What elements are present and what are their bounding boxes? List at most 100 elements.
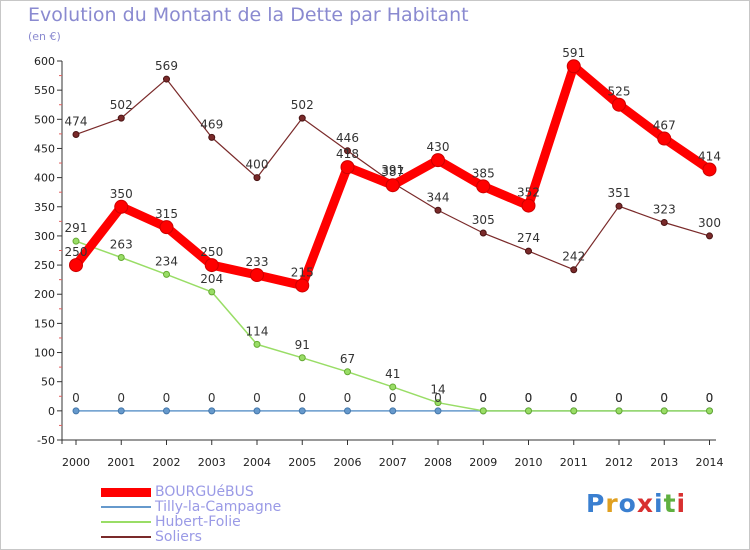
data-point-hubert-folie (434, 399, 442, 407)
x-tick-label: 2006 (334, 456, 362, 469)
legend-label: Soliers (155, 529, 202, 545)
y-tick-label: 100 (34, 347, 55, 360)
data-point-soliers (479, 229, 487, 237)
data-label-hubert-folie: 114 (246, 324, 269, 338)
proxiti-logo: Proxiti (586, 489, 686, 518)
data-point-tilly-la-campagne (389, 407, 397, 415)
data-point-soliers (208, 133, 216, 141)
data-point-hubert-folie (615, 407, 623, 415)
data-point-hubert-folie (298, 354, 306, 362)
x-tick-label: 2012 (605, 456, 633, 469)
legend-label: BOURGUéBUS (155, 484, 254, 500)
data-point-hubert-folie (163, 270, 170, 278)
data-point-bourgu-bus (702, 162, 717, 177)
legend-label: Tilly-la-Campagne (155, 499, 282, 515)
data-point-soliers (72, 130, 80, 138)
data-label-hubert-folie: 0 (660, 391, 668, 405)
data-label-soliers: 569 (155, 59, 178, 73)
logo-letter: o (618, 489, 637, 518)
data-label-hubert-folie: 41 (385, 367, 400, 381)
x-tick-label: 2010 (515, 456, 543, 469)
data-point-hubert-folie (706, 407, 713, 415)
data-label-bourgu-bus: 350 (110, 187, 133, 201)
data-label-hubert-folie: 263 (110, 237, 133, 251)
data-point-hubert-folie (253, 340, 261, 348)
data-label-tilly-la-campagne: 0 (434, 391, 442, 405)
data-label-tilly-la-campagne: 0 (479, 391, 487, 405)
data-point-soliers (570, 266, 578, 274)
x-tick-label: 2014 (696, 456, 724, 469)
data-point-hubert-folie (525, 407, 532, 415)
data-point-soliers (344, 147, 351, 155)
data-point-soliers (615, 202, 623, 210)
data-label-tilly-la-campagne: 0 (72, 391, 80, 405)
data-label-tilly-la-campagne: 0 (163, 391, 171, 405)
data-label-bourgu-bus: 387 (381, 165, 404, 179)
data-label-soliers: 305 (472, 213, 495, 227)
x-tick-label: 2009 (469, 456, 497, 469)
y-tick-label: 250 (34, 259, 55, 272)
data-label-bourgu-bus: 352 (517, 186, 540, 200)
y-tick-label: 150 (34, 317, 55, 330)
y-tick-label: 200 (34, 288, 55, 301)
data-point-tilly-la-campagne (344, 407, 351, 415)
legend-swatch (101, 521, 151, 523)
data-point-hubert-folie (660, 407, 668, 415)
data-point-soliers (525, 247, 532, 255)
data-point-soliers (706, 232, 713, 240)
data-point-bourgu-bus (250, 267, 264, 282)
y-tick-label: 50 (41, 376, 55, 389)
data-label-bourgu-bus: 525 (608, 85, 631, 99)
y-tick-label: 600 (34, 55, 55, 68)
data-point-hubert-folie (570, 407, 578, 415)
chart-title: Evolution du Montant de la Dette par Hab… (28, 4, 469, 26)
y-tick-label: 0 (48, 405, 55, 418)
data-label-bourgu-bus: 430 (427, 140, 450, 154)
data-label-soliers: 469 (200, 117, 223, 131)
x-tick-label: 2003 (198, 456, 226, 469)
data-label-hubert-folie: 14 (430, 383, 445, 397)
data-label-soliers: 502 (110, 98, 133, 112)
data-label-bourgu-bus: 250 (200, 245, 223, 259)
data-label-bourgu-bus: 591 (562, 46, 585, 60)
legend-label: Hubert-Folie (155, 514, 241, 530)
data-point-bourgu-bus (340, 160, 355, 175)
data-label-hubert-folie: 0 (525, 391, 533, 405)
data-label-tilly-la-campagne: 0 (706, 391, 714, 405)
data-point-hubert-folie (208, 288, 216, 296)
data-label-soliers: 300 (698, 216, 721, 230)
data-label-bourgu-bus: 233 (246, 255, 269, 269)
data-point-bourgu-bus (204, 258, 219, 273)
data-label-tilly-la-campagne: 0 (253, 391, 261, 405)
data-label-tilly-la-campagne: 0 (660, 391, 668, 405)
legend-swatch (101, 506, 151, 508)
y-tick-label: 350 (34, 201, 55, 214)
data-point-hubert-folie (344, 368, 351, 376)
data-point-tilly-la-campagne (163, 407, 170, 415)
data-point-tilly-la-campagne (298, 407, 306, 415)
data-label-hubert-folie: 204 (200, 272, 223, 286)
data-point-tilly-la-campagne (72, 407, 80, 415)
data-point-bourgu-bus (295, 278, 310, 293)
data-label-hubert-folie: 234 (155, 254, 178, 268)
data-label-tilly-la-campagne: 0 (208, 391, 216, 405)
y-tick-label: 300 (34, 230, 55, 243)
logo-letter: t (663, 489, 677, 518)
data-point-hubert-folie (72, 237, 80, 245)
y-tick-label: 450 (34, 142, 55, 155)
data-label-hubert-folie: 0 (570, 391, 578, 405)
y-tick-label: 550 (34, 84, 55, 97)
legend-swatch (101, 487, 151, 497)
data-label-soliers: 391 (381, 163, 404, 177)
data-point-tilly-la-campagne (434, 407, 442, 415)
data-label-tilly-la-campagne: 0 (525, 391, 533, 405)
data-label-soliers: 344 (427, 190, 450, 204)
x-tick-label: 2002 (153, 456, 181, 469)
data-point-bourgu-bus (566, 59, 581, 74)
data-point-tilly-la-campagne (208, 407, 216, 415)
x-tick-label: 2004 (243, 456, 271, 469)
x-tick-label: 2011 (560, 456, 588, 469)
data-point-bourgu-bus (476, 179, 491, 194)
